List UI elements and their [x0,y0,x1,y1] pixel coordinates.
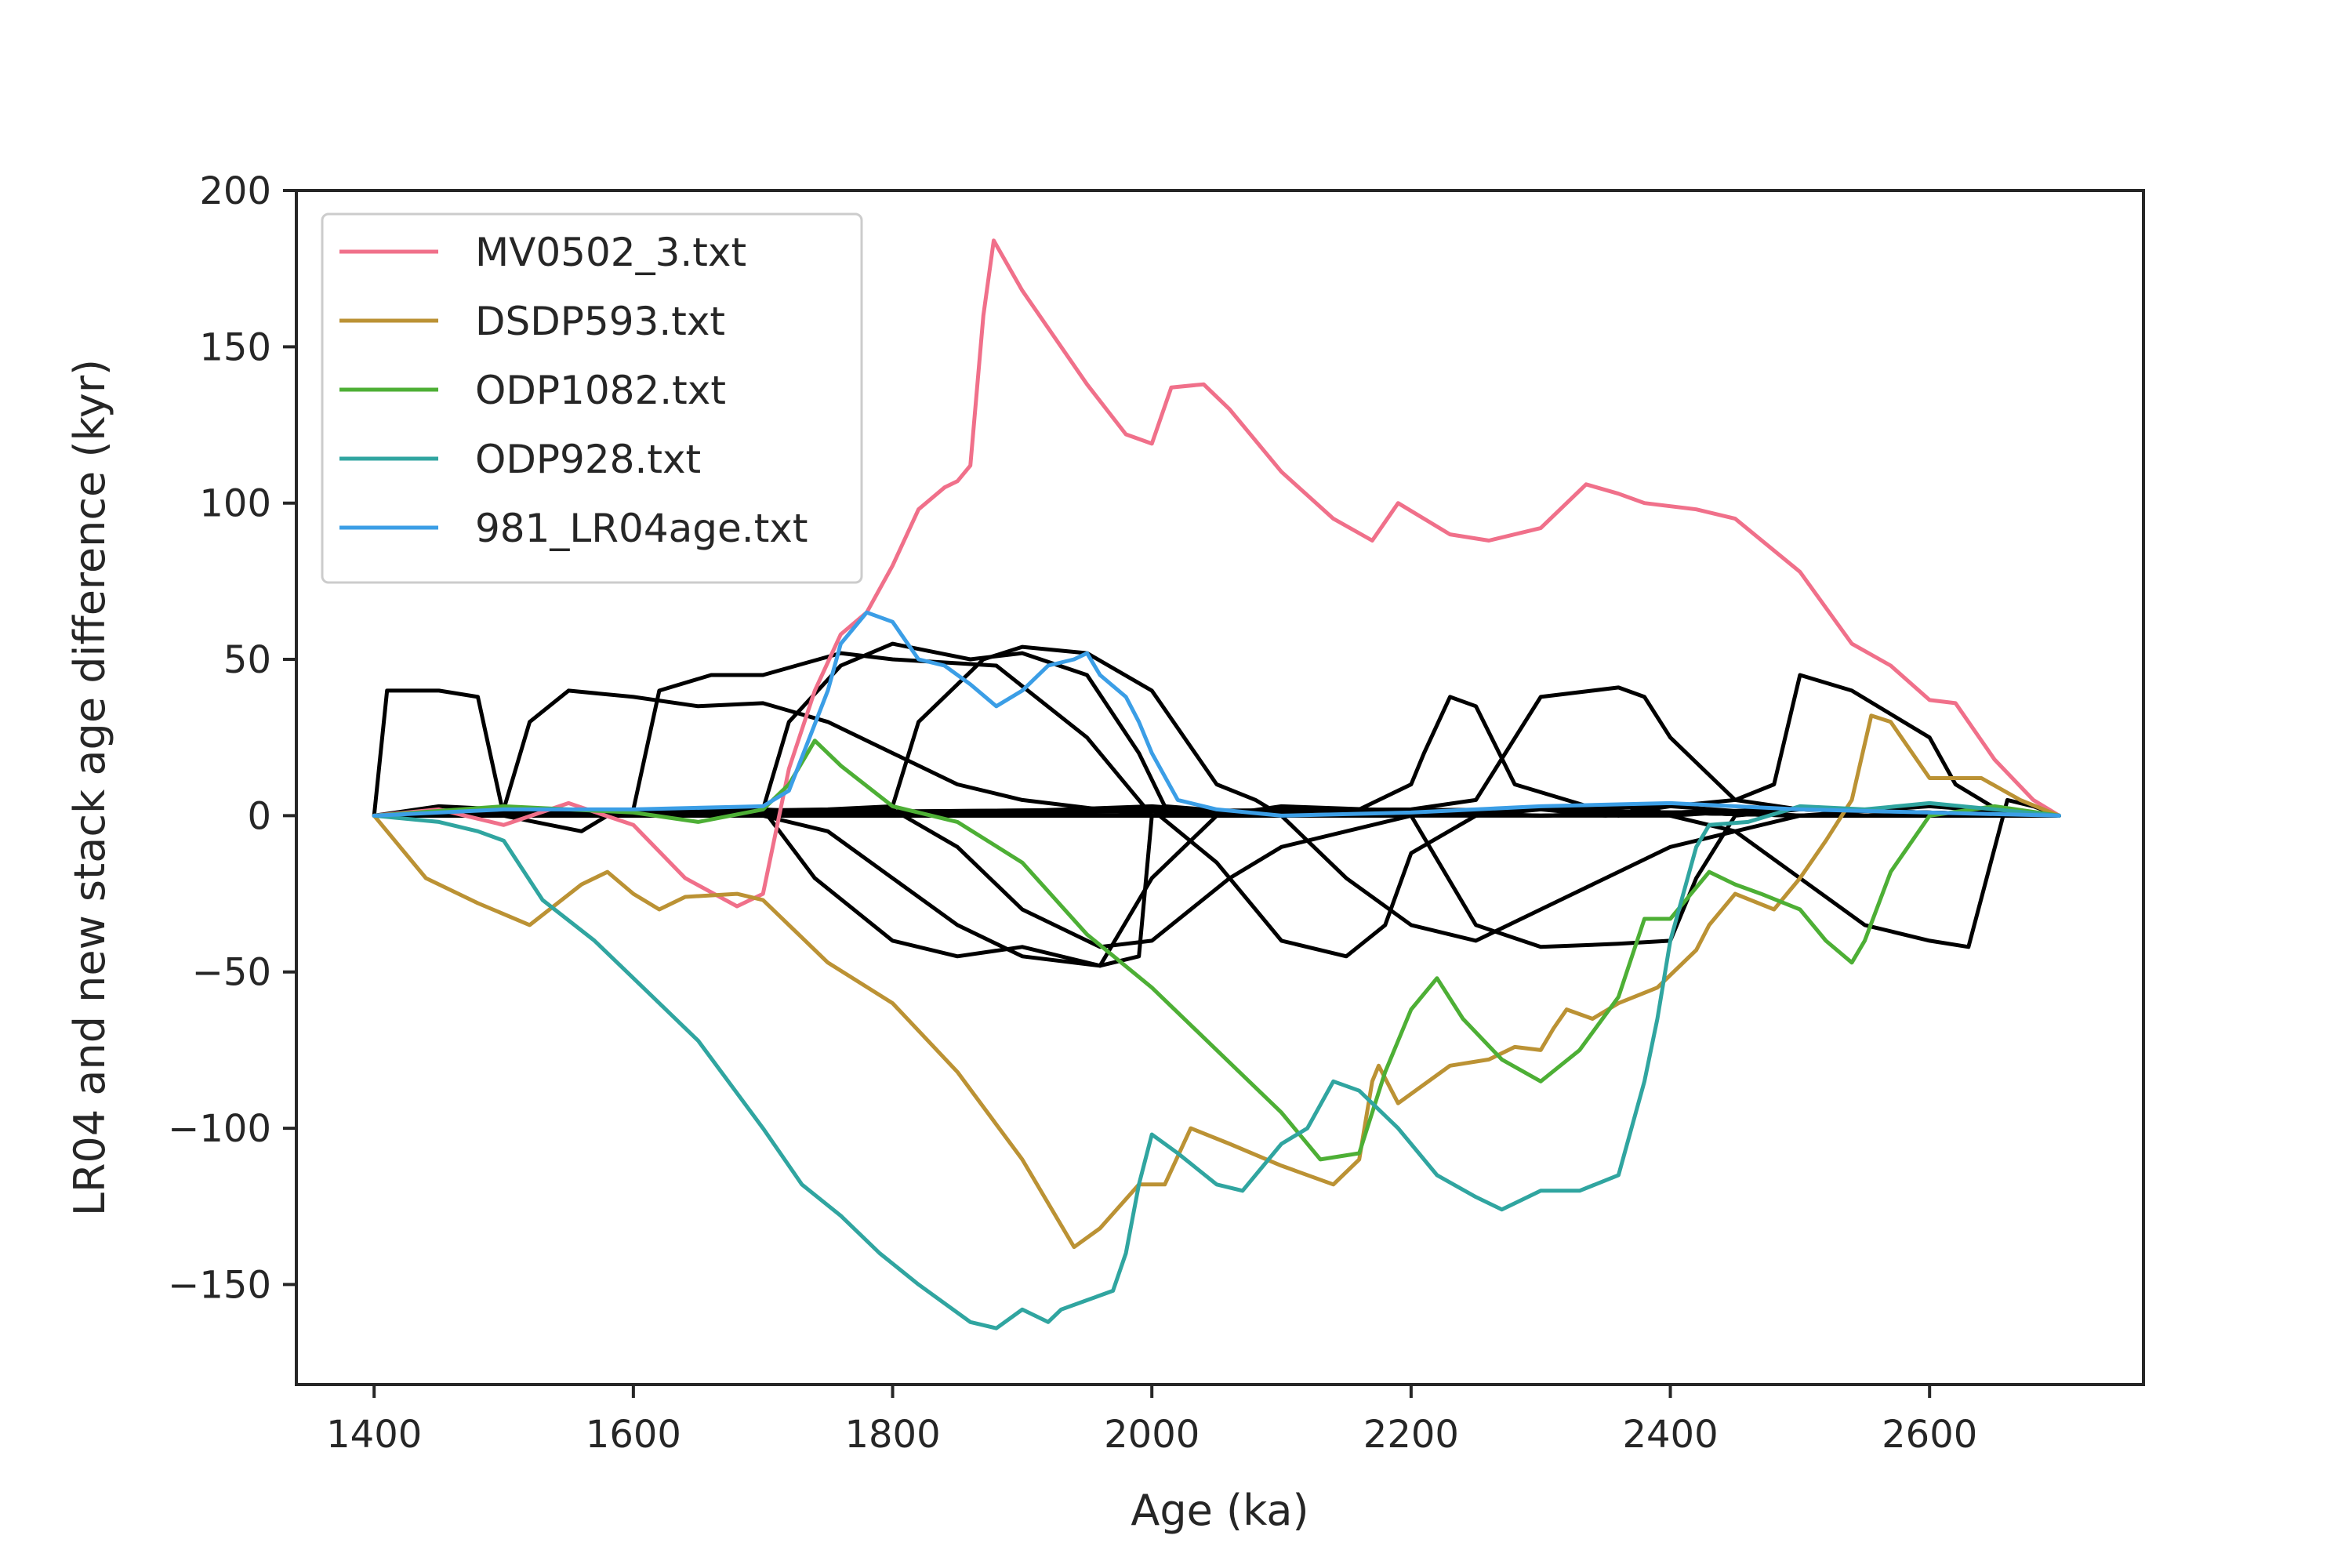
x-axis-label: Age (ka) [1131,1486,1308,1535]
legend-label: ODP928.txt [475,437,701,482]
x-tick-label: 2200 [1363,1413,1459,1457]
series-line-black-12 [372,807,2061,949]
series-line-981-lr04age-txt [372,610,2061,818]
series-line-black-8 [372,641,2061,818]
legend-label: ODP1082.txt [475,368,726,413]
y-tick-label: 50 [223,638,271,682]
series-line-black-17 [372,673,2061,818]
plot-area-frame [295,189,2145,1386]
series-line-odp1082-txt [372,739,2061,1162]
y-tick-label: 0 [247,794,271,838]
series-line-black-18 [372,797,2061,949]
x-tick-label: 1800 [844,1413,940,1457]
legend-label: 981_LR04age.txt [475,506,808,551]
legend-label: DSDP593.txt [475,299,725,344]
y-tick-label: −50 [192,951,271,995]
x-tick-label: 2000 [1104,1413,1200,1457]
y-tick-label: 200 [199,169,271,213]
series-line-dsdp593-txt [372,713,2061,1250]
series-line-black-19 [372,813,2061,943]
plot-lines [372,238,2061,1330]
y-axis-label: LR04 and new stack age difference (kyr) [65,359,114,1216]
axis-ticks: 1400 1600 1800 2000 2200 2400 2600 −150 −100 −50 0… [168,169,1977,1457]
legend-box [321,212,863,584]
series-line-black-16 [372,807,2061,949]
series-line-black-15 [372,685,2061,818]
y-tick-label: −100 [168,1107,271,1151]
x-tick-label: 2400 [1622,1413,1718,1457]
y-tick-label: 100 [199,482,271,526]
series-line-black-14 [372,695,2061,818]
x-tick-label: 1600 [586,1413,681,1457]
x-tick-label: 2600 [1882,1413,1977,1457]
x-tick-label: 1400 [326,1413,422,1457]
series-line-black-11 [372,644,2061,818]
series-line-mv0502-3-txt [372,238,2061,909]
y-tick-label: −150 [168,1263,271,1307]
legend: MV0502_3.txt DSDP593.txt ODP1082.txt ODP928… [321,212,863,584]
series-line-black-6 [372,688,2061,818]
series-line-odp928-txt [372,800,2061,1330]
y-tick-label: 150 [199,325,271,369]
legend-label: MV0502_3.txt [475,230,746,275]
